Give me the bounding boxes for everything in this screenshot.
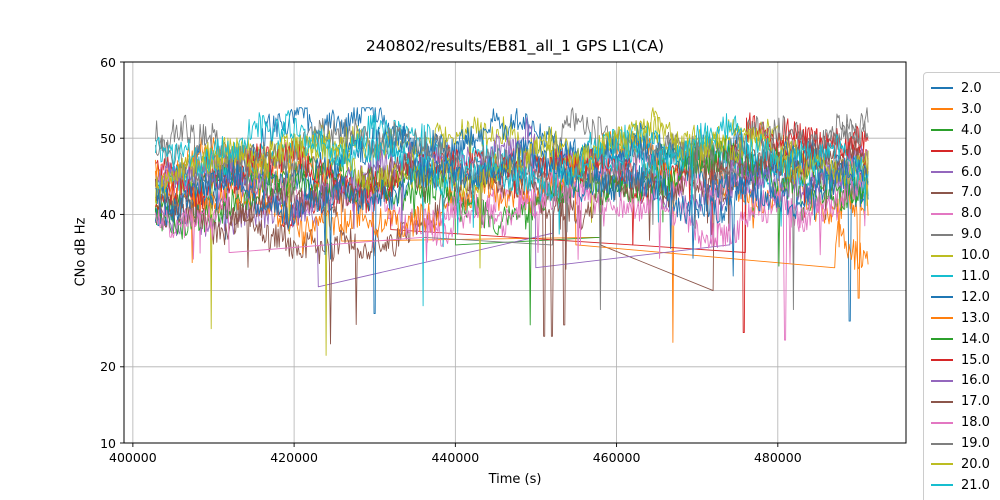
legend-line-icon [931,359,953,362]
legend-item: 22.0 [931,496,1000,500]
x-tick-label: 440000 [431,450,480,465]
y-tick-label: 30 [100,283,116,299]
legend-line-icon [931,191,953,194]
legend-label: 16.0 [961,373,990,389]
y-tick-label: 20 [100,359,116,375]
legend-line-icon [931,254,953,257]
y-tick-label: 10 [100,435,116,451]
legend-line-icon [931,338,953,341]
series-line-21.0 [154,110,869,248]
legend-line-icon [931,421,953,424]
legend-item: 14.0 [931,329,1000,350]
legend-item: 13.0 [931,308,1000,329]
legend-label: 9.0 [961,227,982,243]
legend-label: 10.0 [961,248,990,264]
legend-line-icon [931,108,953,111]
legend-item: 9.0 [931,224,1000,245]
axes-spines [123,61,907,444]
legend-label: 6.0 [961,164,982,180]
legend-item: 17.0 [931,391,1000,412]
legend-line-icon [931,296,953,299]
x-tick-label: 400000 [109,450,157,465]
legend-label: 8.0 [961,206,982,222]
legend-item: 12.0 [931,287,1000,308]
legend-line-icon [931,212,953,215]
y-tick-label: 40 [100,206,116,222]
legend-line-icon [931,463,953,466]
legend-label: 19.0 [961,436,990,452]
legend-line-icon [931,171,953,173]
x-axis-label: Time (s) [488,472,542,487]
legend-item: 11.0 [931,266,1000,287]
legend-item: 10.0 [931,245,1000,266]
legend-label: 18.0 [961,415,990,431]
chart-title: 240802/results/EB81_all_1 GPS L1(CA) [365,37,665,55]
legend-label: 21.0 [961,477,990,493]
legend-line-icon [931,87,953,90]
legend-item: 8.0 [931,203,1000,224]
legend-label: 13.0 [961,310,990,326]
legend-item: 16.0 [931,370,1000,391]
legend-line-icon [931,442,953,445]
y-tick-label: 50 [100,130,116,146]
legend-item: 21.0 [931,475,1000,496]
series-line-6.0 [154,147,869,288]
legend-item: 2.0 [931,78,1000,99]
legend-label: 11.0 [961,268,990,284]
y-tick-label: 60 [100,54,116,70]
legend-label: 14.0 [961,331,990,347]
legend-label: 17.0 [961,394,990,410]
legend: 2.0 3.0 4.0 5.0 6.0 7.0 8.0 9.0 10.0 11.0 12.0 13.0… [923,72,1000,500]
legend-label: 12.0 [961,289,990,305]
legend-label: 5.0 [961,143,982,159]
series-line-18.0 [154,170,869,265]
series-line-22.0 [155,138,869,277]
x-tick-label: 480000 [753,450,802,465]
legend-line-icon [931,379,953,382]
legend-item: 3.0 [931,99,1000,120]
legend-item: 15.0 [931,350,1000,371]
legend-label: 3.0 [961,101,982,117]
legend-label: 7.0 [961,185,982,201]
legend-line-icon [931,233,953,236]
legend-line-icon [931,275,953,278]
legend-line-icon [931,317,953,320]
legend-label: 15.0 [961,352,990,368]
legend-item: 20.0 [931,454,1000,475]
x-tick-label: 460000 [592,450,641,465]
legend-line-icon [931,129,953,132]
legend-item: 7.0 [931,182,1000,203]
legend-label: 2.0 [961,80,982,96]
legend-item: 5.0 [931,141,1000,162]
legend-item: 18.0 [931,412,1000,433]
legend-item: 4.0 [931,120,1000,141]
series-line-19.0 [154,113,869,311]
legend-line-icon [931,484,953,487]
legend-label: 20.0 [961,456,990,472]
legend-label: 4.0 [961,122,982,138]
legend-line-icon [931,150,953,153]
legend-line-icon [931,400,953,403]
legend-item: 19.0 [931,433,1000,454]
legend-item: 6.0 [931,162,1000,183]
x-tick-label: 420000 [270,450,318,465]
